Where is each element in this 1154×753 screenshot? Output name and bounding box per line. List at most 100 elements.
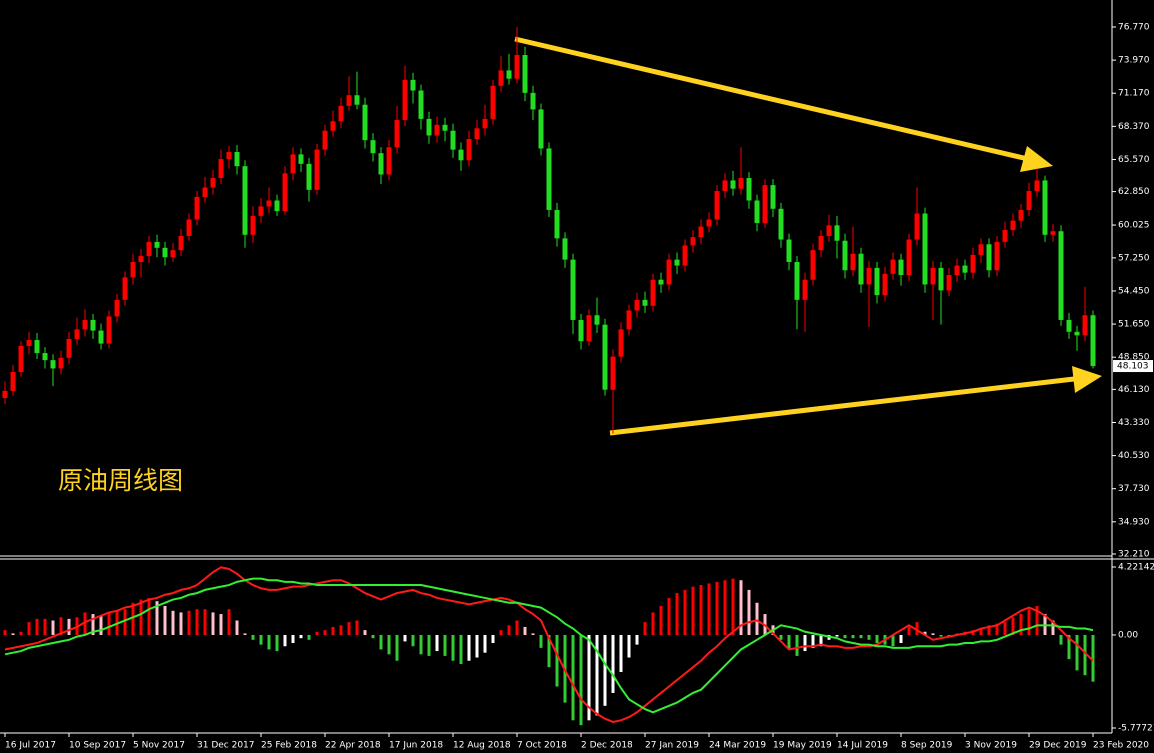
candle-body <box>1042 180 1048 235</box>
candle-body <box>962 265 968 273</box>
candle-body <box>610 356 616 390</box>
histogram-bar <box>443 634 447 656</box>
histogram-bar <box>195 609 199 635</box>
x-tick-label: 23 Feb 2020 <box>1093 741 1149 751</box>
candle-body <box>226 152 232 160</box>
candle-body <box>114 299 120 317</box>
candle-body <box>1082 315 1088 336</box>
histogram-bar <box>499 630 503 635</box>
candle-body <box>314 149 320 190</box>
candle-body <box>218 159 224 179</box>
histogram-bar <box>1067 634 1071 660</box>
candle-body <box>626 310 632 330</box>
histogram-bar <box>1091 634 1095 682</box>
histogram-bar <box>507 625 511 635</box>
histogram-bar <box>835 634 839 637</box>
candle-body <box>82 319 88 330</box>
candle-body <box>466 138 472 161</box>
candle-body <box>458 149 464 161</box>
histogram-bar <box>555 634 559 687</box>
x-tick-label: 31 Dec 2017 <box>197 741 255 751</box>
candle-body <box>442 124 448 131</box>
histogram-bar <box>323 630 327 635</box>
histogram-bar <box>387 634 391 655</box>
histogram-bar <box>59 617 63 635</box>
candle-body <box>2 390 8 399</box>
y-tick-label: 51.650 <box>1118 320 1150 330</box>
candle-body <box>394 120 400 148</box>
candle-body <box>130 261 136 278</box>
x-tick-label: 12 Aug 2018 <box>453 741 511 751</box>
histogram-bar <box>19 631 23 635</box>
x-tick-label: 27 Jan 2019 <box>645 741 699 751</box>
candle-body <box>682 245 688 266</box>
y-tick-label: 68.370 <box>1118 122 1150 132</box>
histogram-bar <box>99 615 103 635</box>
candle-body <box>586 315 592 342</box>
candle-body <box>874 267 880 296</box>
candle-body <box>266 200 272 207</box>
histogram-bar <box>867 634 871 640</box>
histogram-bar <box>915 622 919 635</box>
histogram-bar <box>995 623 999 635</box>
histogram-bar <box>851 634 855 639</box>
histogram-bar <box>107 612 111 635</box>
histogram-bar <box>923 631 927 635</box>
candle-body <box>1050 231 1056 235</box>
y-tick-label: 43.330 <box>1118 418 1150 428</box>
histogram-bar <box>611 634 615 693</box>
arrow-line <box>514 36 1029 162</box>
histogram-bar <box>979 628 983 635</box>
candle-body <box>562 238 568 260</box>
candle-body <box>250 215 256 235</box>
candle-body <box>754 200 760 223</box>
candle-body <box>1010 220 1016 231</box>
histogram-bar <box>651 612 655 635</box>
candle-body <box>594 315 600 325</box>
histogram-bar <box>11 633 15 635</box>
candle-body <box>338 105 344 122</box>
candle-body <box>1066 319 1072 332</box>
histogram-bar <box>635 634 639 645</box>
candle-body <box>146 241 152 257</box>
candle-body <box>162 247 168 258</box>
histogram-bar <box>707 583 711 635</box>
candle-body <box>106 316 112 344</box>
histogram-bar <box>411 634 415 647</box>
candle-body <box>802 279 808 300</box>
y-tick-label: 40.530 <box>1118 451 1150 461</box>
candle-body <box>346 95 352 106</box>
candle-body <box>258 206 264 216</box>
x-tick-label: 22 Apr 2018 <box>325 741 381 751</box>
candle-body <box>866 267 872 285</box>
candle-body <box>522 55 528 93</box>
price-label-box <box>1113 360 1153 373</box>
histogram-bar <box>347 622 351 635</box>
histogram-bar <box>691 586 695 635</box>
histogram-bar <box>123 609 127 635</box>
candle-body <box>642 299 648 306</box>
candle-body <box>154 241 160 248</box>
candle-body <box>778 208 784 240</box>
candle-body <box>18 345 24 372</box>
x-tick-label: 14 Jul 2019 <box>837 741 888 751</box>
histogram-bar <box>803 634 807 652</box>
histogram-bar <box>795 634 799 656</box>
candle-body <box>986 244 992 271</box>
candle-body <box>730 180 736 189</box>
candle-body <box>746 178 752 201</box>
x-tick-label: 10 Sep 2017 <box>69 741 126 751</box>
histogram-bar <box>571 634 575 721</box>
histogram-bar <box>371 634 375 639</box>
histogram-bar <box>603 634 607 706</box>
x-tick-label: 2 Dec 2018 <box>581 741 633 751</box>
histogram-bar <box>131 602 135 635</box>
x-tick-label: 24 Mar 2019 <box>709 741 766 751</box>
histogram-bar <box>667 597 671 635</box>
y-tick-label: 65.570 <box>1118 155 1150 165</box>
histogram-bar <box>1059 634 1063 645</box>
candle-body <box>26 340 32 346</box>
histogram-bar <box>403 634 407 642</box>
candle-body <box>690 237 696 246</box>
